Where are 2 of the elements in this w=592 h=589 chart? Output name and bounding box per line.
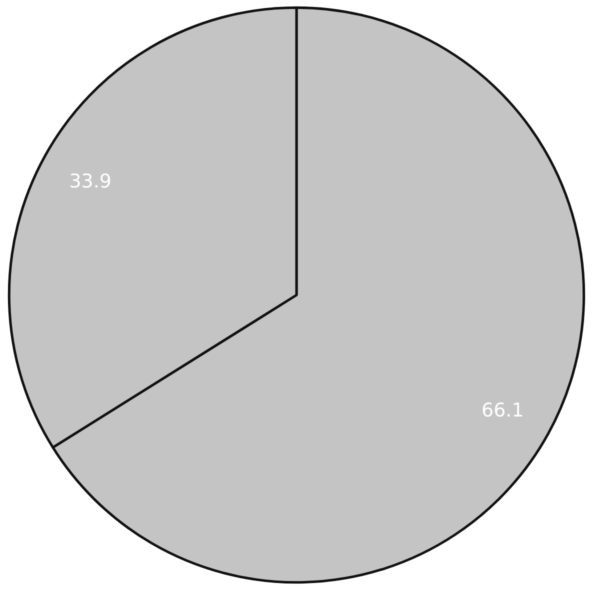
data-label: 66.1 <box>481 400 524 422</box>
data-label: 33.9 <box>69 170 112 192</box>
